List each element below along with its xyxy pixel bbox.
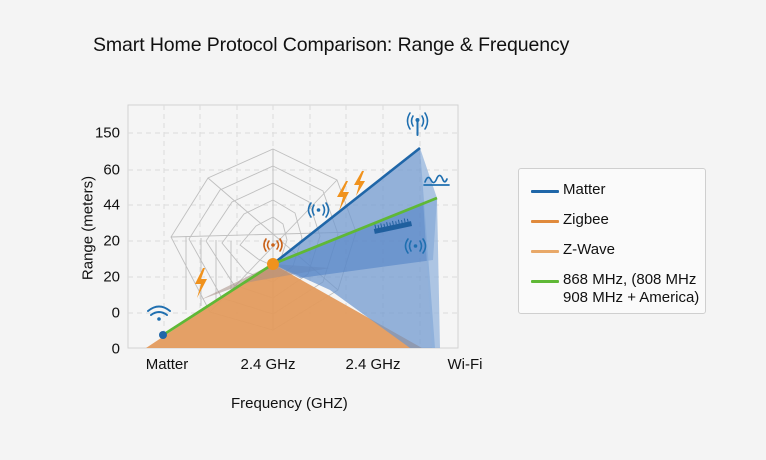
y-tick: 60 — [103, 161, 120, 179]
y-tick: 20 — [103, 232, 120, 250]
y-tick: 0 — [111, 340, 120, 358]
legend-swatch — [531, 280, 559, 283]
legend-item-matter[interactable]: Matter — [531, 181, 606, 199]
x-tick: 2.4 GHz — [240, 356, 296, 373]
y-tick: 0 — [111, 304, 120, 322]
y-tick: 44 — [103, 196, 120, 214]
lightning-icon — [195, 171, 365, 298]
legend-label: 868 MHz, (808 MHz 908 MHz + America) — [563, 271, 700, 306]
wifi-icon — [147, 305, 171, 321]
x-tick: Matter — [145, 356, 189, 373]
wave-icon — [423, 174, 450, 186]
legend-label: Zigbee — [563, 211, 609, 228]
broadcast-blue-icon — [404, 238, 427, 254]
legend-swatch — [531, 220, 559, 223]
legend-swatch — [531, 190, 559, 193]
chart-title: Smart Home Protocol Comparison: Range & … — [93, 34, 570, 56]
broadcast-orange-icon — [263, 238, 283, 252]
legend-label: Z-Wave — [563, 241, 615, 258]
x-tick: Wi-Fi — [447, 356, 483, 373]
ruler-icon — [373, 218, 413, 234]
legend: Matter Zigbee Z-Wave 868 MHz, (808 MHz 9… — [518, 168, 706, 314]
broadcast-blue-icon — [307, 202, 330, 218]
matter-start-marker — [159, 331, 167, 339]
legend-swatch — [531, 250, 559, 253]
x-tick: 2.4 GHz — [345, 356, 401, 373]
matter-line — [272, 146, 421, 266]
matter-area-inner — [273, 198, 437, 278]
y-tick: 20 — [103, 268, 120, 286]
legend-item-zigbee[interactable]: Zigbee — [531, 211, 609, 229]
antenna-icon — [406, 112, 429, 136]
legend-label: Matter — [563, 181, 606, 198]
legend-item-zwave[interactable]: Z-Wave — [531, 241, 615, 259]
x-axis-label: Frequency (GHZ) — [231, 395, 348, 412]
legend-item-868mhz[interactable]: 868 MHz, (808 MHz 908 MHz + America) — [531, 271, 699, 307]
y-tick: 150 — [94, 124, 120, 142]
zigbee-area — [146, 264, 422, 348]
center-marker — [267, 258, 279, 270]
